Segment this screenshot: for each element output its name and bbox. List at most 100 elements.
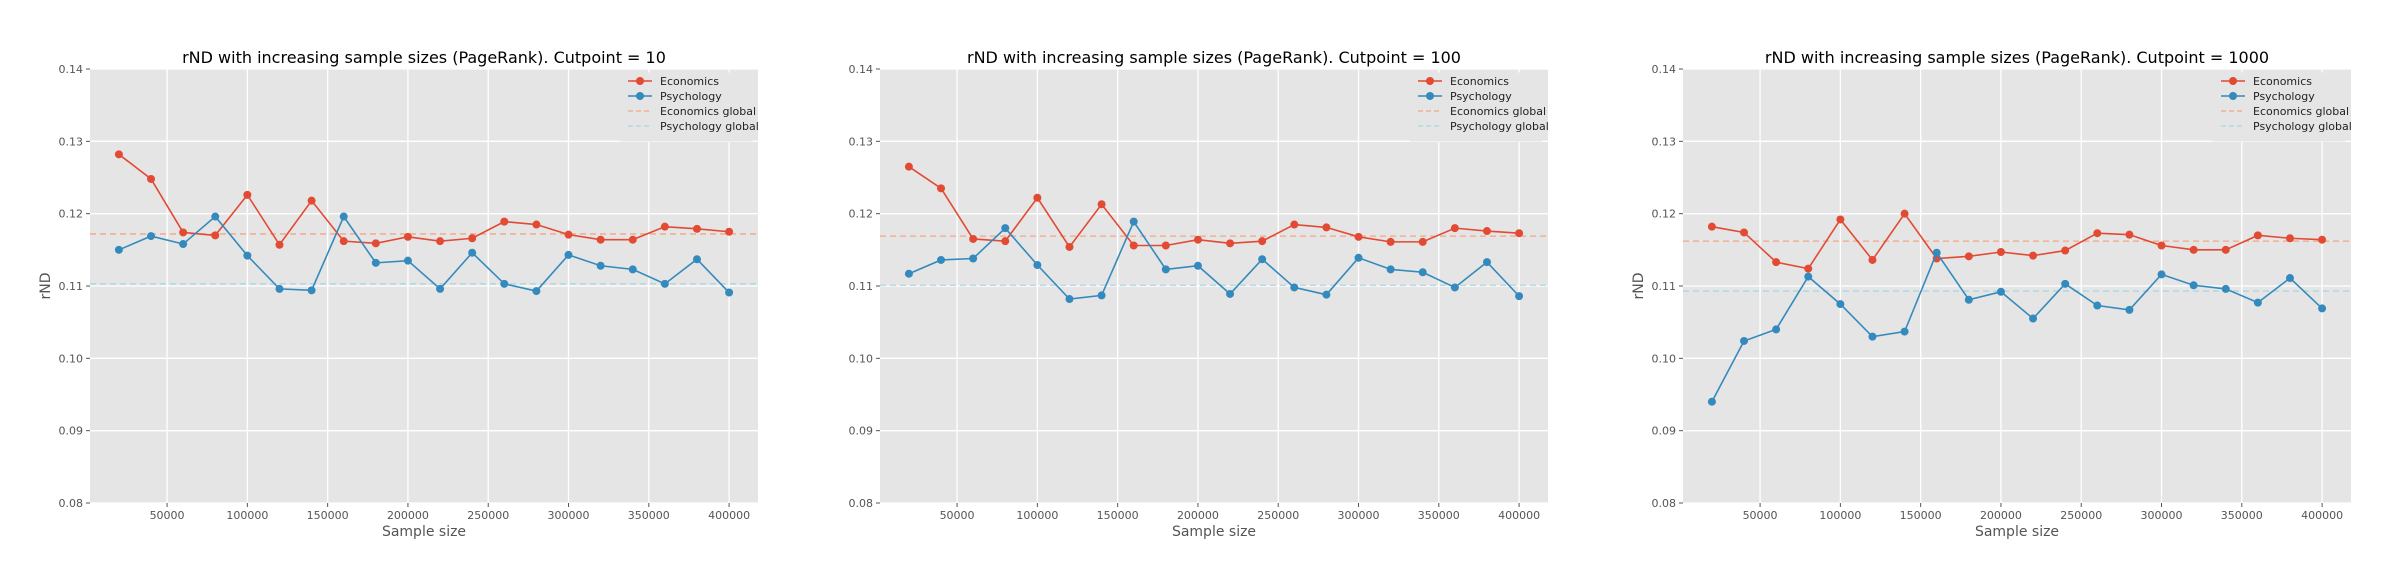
legend: Economics Psychology Economics global Psych…: [619, 72, 759, 142]
y-tick-label: 0.11: [59, 280, 84, 293]
data-point-psychology: [596, 261, 605, 270]
data-point-economics: [371, 239, 380, 248]
y-tick-label: 0.10: [59, 352, 84, 365]
data-point-psychology: [211, 212, 220, 221]
y-tick-label: 0.09: [59, 425, 84, 438]
data-point-economics: [969, 234, 978, 243]
data-point-psychology: [468, 248, 477, 257]
data-point-economics: [2061, 246, 2070, 255]
data-point-economics: [1772, 258, 1781, 267]
data-point-economics: [596, 235, 605, 244]
data-point-economics: [1097, 200, 1106, 209]
legend-label: Economics global: [1450, 105, 1546, 118]
x-tick-label: 50000: [940, 509, 975, 522]
legend-swatch-marker: [636, 92, 644, 100]
x-tick-label: 300000: [548, 509, 590, 522]
data-point-economics: [243, 190, 252, 199]
legend-swatch-marker: [636, 77, 644, 85]
y-tick-label: 0.12: [849, 208, 874, 221]
data-point-economics: [275, 240, 284, 249]
series-line-psychology: [1711, 251, 2323, 403]
data-point-psychology: [1226, 289, 1235, 298]
x-tick-label: 400000: [1498, 509, 1540, 522]
data-point-psychology: [1290, 283, 1299, 292]
y-tick-label: 0.10: [849, 352, 874, 365]
y-tick-label: 0.08: [59, 497, 84, 510]
data-point-economics: [403, 232, 412, 241]
x-tick-label: 300000: [2141, 509, 2183, 522]
data-point-economics: [211, 231, 220, 240]
data-point-psychology: [1515, 292, 1524, 301]
data-point-psychology: [403, 256, 412, 265]
data-point-psychology: [2029, 314, 2038, 323]
x-tick-label: 400000: [708, 509, 750, 522]
legend-swatch-marker: [2229, 77, 2237, 85]
legend-label: Psychology global: [1450, 120, 1549, 133]
x-tick-label: 50000: [1743, 509, 1778, 522]
data-point-economics: [179, 228, 188, 237]
data-point-psychology: [436, 284, 445, 293]
x-tick-label: 200000: [1980, 509, 2022, 522]
data-point-economics: [1354, 232, 1363, 241]
x-tick-label: 350000: [1418, 509, 1460, 522]
x-tick-label: 200000: [387, 509, 429, 522]
data-point-economics: [468, 234, 477, 243]
data-point-psychology: [1161, 265, 1170, 274]
data-point-psychology: [2125, 305, 2134, 314]
y-tick-label: 0.11: [1652, 280, 1677, 293]
x-tick-label: 350000: [628, 509, 670, 522]
data-point-economics: [1161, 241, 1170, 250]
series-line-economics: [118, 153, 730, 247]
data-point-economics: [1065, 242, 1074, 251]
data-point-psychology: [904, 269, 913, 278]
data-point-economics: [2189, 245, 2198, 254]
x-tick-label: 250000: [467, 509, 509, 522]
data-point-economics: [1226, 239, 1235, 248]
data-point-psychology: [2318, 304, 2327, 313]
x-tick-label: 350000: [2221, 509, 2263, 522]
data-point-economics: [1482, 227, 1491, 236]
y-tick-label: 0.14: [59, 63, 84, 76]
data-point-psychology: [1354, 253, 1363, 262]
data-point-economics: [1418, 237, 1427, 246]
data-point-economics: [1804, 264, 1813, 273]
data-point-psychology: [1804, 272, 1813, 281]
y-tick-label: 0.13: [849, 135, 874, 148]
chart-panel-3: 0.08 0.09 0.10 0.11 0.12 0.13 0.14 50000 100000 1…: [1631, 48, 2352, 540]
y-tick-label: 0.12: [59, 208, 84, 221]
x-axis-title: Sample size: [1975, 524, 2059, 540]
data-point-psychology: [1001, 224, 1010, 233]
data-point-economics: [1964, 252, 1973, 261]
data-point-psychology: [2253, 298, 2262, 307]
x-tick-label: 300000: [1338, 509, 1380, 522]
data-point-economics: [904, 162, 913, 171]
data-point-psychology: [1482, 258, 1491, 267]
data-point-psychology: [2093, 301, 2102, 310]
x-tick-label: 150000: [307, 509, 349, 522]
data-point-economics: [2125, 230, 2134, 239]
data-point-psychology: [1322, 290, 1331, 299]
data-point-economics: [1996, 248, 2005, 257]
x-tick-label: 400000: [2301, 509, 2343, 522]
x-tick-label: 250000: [2060, 509, 2102, 522]
legend-label: Psychology global: [660, 120, 759, 133]
data-point-psychology: [628, 265, 637, 274]
data-point-psychology: [1932, 248, 1941, 257]
data-point-psychology: [500, 279, 509, 288]
legend-label: Psychology: [660, 90, 722, 103]
data-point-psychology: [2189, 281, 2198, 290]
chart-title: rND with increasing sample sizes (PageRa…: [1765, 48, 2269, 67]
x-tick-label: 150000: [1900, 509, 1942, 522]
data-point-economics: [2093, 229, 2102, 238]
data-point-psychology: [275, 284, 284, 293]
data-point-economics: [1515, 229, 1524, 238]
legend-swatch-marker: [1426, 92, 1434, 100]
chart-title: rND with increasing sample sizes (PageRa…: [967, 48, 1461, 67]
y-tick-label: 0.09: [849, 425, 874, 438]
data-point-psychology: [1065, 295, 1074, 304]
chart-panel-1: 0.08 0.09 0.10 0.11 0.12 0.13 0.14 50000 100000 1…: [38, 48, 759, 540]
data-point-economics: [532, 220, 541, 229]
data-point-psychology: [1900, 327, 1909, 336]
data-point-economics: [500, 217, 509, 226]
data-point-psychology: [371, 258, 380, 267]
